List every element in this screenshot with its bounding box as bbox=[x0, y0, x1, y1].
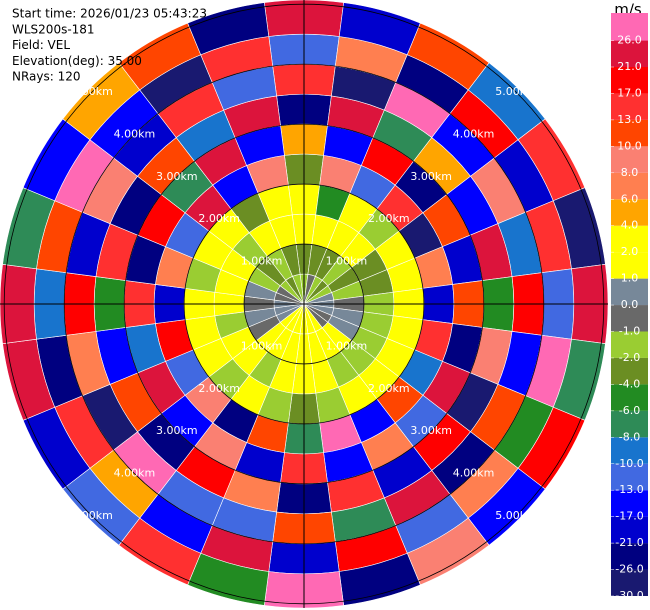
colorbar-segment bbox=[611, 437, 648, 464]
colorbar-tick-label: -4.0 bbox=[619, 377, 640, 390]
colorbar-tick-label: 2.0 bbox=[621, 245, 639, 258]
colorbar-tick-label: 8.0 bbox=[621, 166, 639, 179]
colorbar-tick-label: 1.0 bbox=[621, 272, 639, 285]
colorbar-tick-label: 13.0 bbox=[617, 113, 642, 126]
colorbar-segment bbox=[611, 13, 648, 41]
colorbar-tick-label: -13.0 bbox=[615, 483, 643, 496]
range-ring bbox=[123, 123, 485, 485]
range-ring-label: 1.00km bbox=[326, 339, 368, 352]
range-ring-label: 3.00km bbox=[156, 170, 198, 183]
colorbar-tick-label: -6.0 bbox=[619, 404, 640, 417]
range-ring-label: 1.00km bbox=[241, 339, 283, 352]
range-ring-label: 2.00km bbox=[198, 212, 240, 225]
colorbar-segment bbox=[611, 384, 648, 411]
range-ring-label: 4.00km bbox=[453, 467, 495, 480]
colorbar-tick-label: 4.0 bbox=[621, 219, 639, 232]
header-line: Start time: 2026/01/23 05:43:23 bbox=[12, 7, 207, 21]
range-ring-label: 5.00km bbox=[495, 509, 537, 522]
colorbar-segment bbox=[611, 119, 648, 147]
range-ring bbox=[243, 243, 365, 365]
range-ring-label: 5.00km bbox=[71, 85, 113, 98]
range-ring-label: 1.00km bbox=[241, 255, 283, 268]
colorbar-tick-label: 10.0 bbox=[617, 139, 642, 152]
colorbar-tick-label: -10.0 bbox=[615, 457, 643, 470]
range-ring-label: 4.00km bbox=[114, 127, 156, 140]
range-ring-label: 2.00km bbox=[198, 382, 240, 395]
range-ring-label: 4.00km bbox=[453, 127, 495, 140]
range-ring-label: 4.00km bbox=[114, 467, 156, 480]
colorbar-segment bbox=[611, 357, 648, 385]
header-line: WLS200s-181 bbox=[12, 22, 95, 36]
colorbar-tick-label: -30.0 bbox=[615, 589, 643, 602]
colorbar-segment bbox=[611, 67, 648, 94]
colorbar-segment bbox=[611, 543, 648, 570]
range-ring-label: 1.00km bbox=[326, 255, 368, 268]
colorbar-segment bbox=[611, 252, 648, 279]
range-ring bbox=[63, 63, 545, 545]
colorbar-tick-label: -2.0 bbox=[619, 351, 640, 364]
colorbar-tick-label: -8.0 bbox=[619, 430, 640, 443]
colorbar-tick-label: -21.0 bbox=[615, 536, 643, 549]
colorbar-segment bbox=[611, 93, 648, 120]
colorbar-segment bbox=[611, 40, 648, 67]
range-ring-label: 5.00km bbox=[495, 85, 537, 98]
header-line: Elevation(deg): 35.00 bbox=[12, 54, 142, 68]
colorbar-segment bbox=[611, 146, 648, 173]
range-ring-label: 2.00km bbox=[368, 212, 410, 225]
colorbar-segment bbox=[611, 410, 648, 438]
colorbar-tick-label: -1.0 bbox=[619, 325, 640, 338]
colorbar-segment bbox=[611, 516, 648, 544]
range-ring-label: 2.00km bbox=[368, 382, 410, 395]
range-ring bbox=[183, 183, 425, 425]
header-line: NRays: 120 bbox=[12, 70, 81, 84]
velocity-cell bbox=[187, 2, 270, 56]
range-ring-label: 3.00km bbox=[410, 170, 452, 183]
colorbar-segment bbox=[611, 490, 648, 517]
colorbar-segment bbox=[611, 278, 648, 306]
colorbar-tick-label: 21.0 bbox=[617, 60, 642, 73]
colorbar-tick-label: 6.0 bbox=[621, 192, 639, 205]
header-line: Field: VEL bbox=[12, 38, 70, 52]
colorbar-tick-label: -26.0 bbox=[615, 563, 643, 576]
range-ring-label: 3.00km bbox=[410, 424, 452, 437]
range-ring-label: 3.00km bbox=[156, 424, 198, 437]
colorbar-tick-label: 0.0 bbox=[621, 298, 639, 311]
range-ring-label: 5.00km bbox=[71, 509, 113, 522]
colorbar-segment bbox=[611, 569, 648, 596]
range-ring bbox=[3, 3, 605, 605]
colorbar-segment bbox=[611, 331, 648, 358]
colorbar-tick-label: 17.0 bbox=[617, 86, 642, 99]
colorbar-segment bbox=[611, 225, 648, 253]
colorbar-segment bbox=[611, 305, 648, 332]
colorbar-segment bbox=[611, 463, 648, 491]
colorbar-segment bbox=[611, 172, 648, 200]
colorbar-tick-label: -17.0 bbox=[615, 510, 643, 523]
colorbar-tick-label: 26.0 bbox=[617, 34, 642, 47]
colorbar-segment bbox=[611, 199, 648, 226]
